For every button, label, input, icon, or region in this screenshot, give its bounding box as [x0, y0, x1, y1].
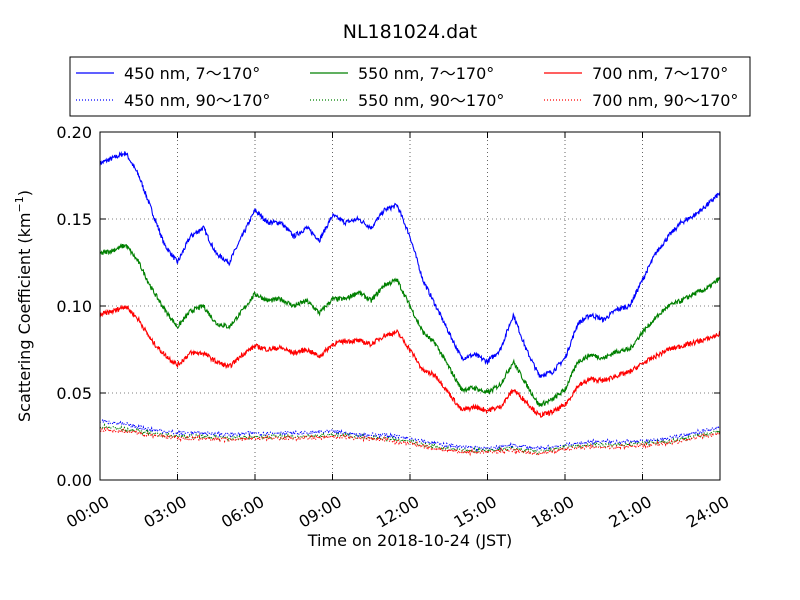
series-line-3: [99, 418, 721, 452]
series-line-1: [99, 243, 721, 407]
legend-label-1-0: 450 nm, 90～170°: [124, 91, 270, 110]
series-line-2: [99, 304, 721, 418]
grid-lines: [100, 132, 720, 480]
legend: 450 nm, 7～170° 550 nm, 7～170° 700 nm, 7～17…: [69, 56, 751, 117]
y-axis-label-main: Scattering Coefficient (km: [15, 212, 34, 422]
series-line-0: [99, 151, 721, 378]
y-tick-label-4: 0.20: [56, 123, 92, 142]
chart-title: NL181024.dat: [343, 21, 478, 43]
legend-label-1-1: 550 nm, 90～170°: [358, 91, 504, 110]
legend-box: [69, 56, 751, 117]
y-axis-label: Scattering Coefficient (km−1): [13, 190, 34, 422]
legend-label-1-2: 700 nm, 90～170°: [592, 91, 738, 110]
y-tick-label-0: 0.00: [56, 471, 92, 490]
x-axis-label: Time on 2018-10-24 (JST): [307, 531, 512, 550]
legend-label-0-2: 700 nm, 7～170°: [592, 64, 728, 83]
y-tick-label-3: 0.15: [56, 210, 92, 229]
legend-label-0-1: 550 nm, 7～170°: [358, 64, 494, 83]
series-layer: [99, 151, 721, 457]
y-tick-label-1: 0.05: [56, 384, 92, 403]
series-line-4: [99, 422, 721, 456]
y-tick-label-2: 0.10: [56, 297, 92, 316]
legend-label-0-0: 450 nm, 7～170°: [124, 64, 260, 83]
y-axis-label-close: ): [15, 190, 34, 196]
y-axis-label-sup: −1: [13, 196, 26, 212]
